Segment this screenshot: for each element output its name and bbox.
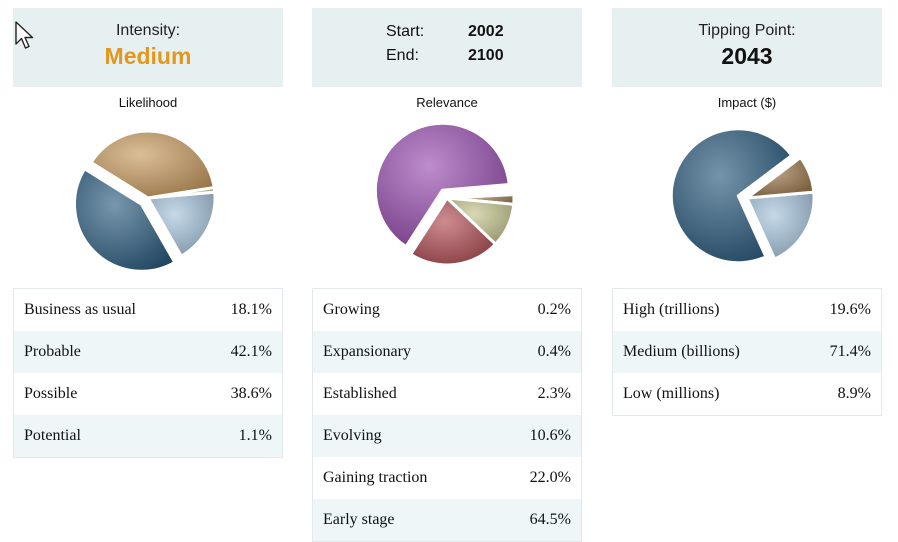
tipping-point-label: Tipping Point: [698,22,796,39]
pie-slice [745,190,816,261]
tipping-point-panel: Tipping Point: 2043 [612,8,882,87]
tipping-point-value: 2043 [721,43,773,69]
impact-table: High (trillions) 19.6% Medium (billions) 7… [612,288,882,416]
mouse-pointer-icon [15,21,34,49]
impact-column: Tipping Point: 2043 Impact ($) High (tri… [612,8,882,416]
row-label: High (trillions) [623,301,720,318]
row-label: Established [323,385,397,402]
table-row: Expansionary 0.4% [312,331,582,373]
relevance-table: Growing 0.2% Expansionary 0.4% Established… [312,288,582,542]
pie-slice [409,196,498,267]
row-label: Low (millions) [623,385,720,402]
row-label: Growing [323,301,380,318]
row-label: Expansionary [312,331,493,373]
row-value: 42.1% [196,331,283,373]
row-value: 71.4% [798,331,882,373]
row-label: Probable [13,331,197,373]
table-row: Potential 1.1% [13,415,283,458]
table-row: Low (millions) 8.9% [613,373,882,416]
row-label: Possible [24,385,78,402]
table-row: Possible 38.6% [14,373,283,415]
table-row: Early stage 64.5% [312,499,582,542]
end-value: 2100 [468,47,504,64]
relevance-column: Start: 2002 End: 2100 Relevance Growing 0… [312,8,582,542]
likelihood-chart-title: Likelihood [118,95,178,110]
table-row: Established 2.3% [313,373,582,415]
row-value: 8.9% [837,385,871,402]
likelihood-pie-chart [73,129,217,273]
row-label: Evolving [312,415,493,457]
row-value: 38.6% [230,385,272,402]
intensity-label: Intensity: [115,22,181,39]
table-row: Gaining traction 22.0% [313,457,582,499]
table-row: Evolving 10.6% [312,415,582,457]
pie-slice [146,186,217,200]
start-value: 2002 [468,23,504,40]
row-label: Business as usual [24,301,136,318]
row-label: Gaining traction [323,469,428,486]
row-value: 64.5% [492,499,582,542]
pie-slice [89,129,216,200]
pie-slice [146,190,217,258]
row-value: 2.3% [537,385,571,402]
row-value: 1.1% [196,415,283,458]
pie-slice [672,127,794,265]
start-label: Start: [386,23,425,40]
table-row: Business as usual 18.1% [14,289,283,332]
relevance-pie-chart [373,121,516,267]
relevance-chart-title: Relevance [416,95,478,110]
intensity-panel: Intensity: Medium [13,8,283,87]
row-label: Potential [13,415,197,458]
period-panel: Start: 2002 End: 2100 [312,8,582,87]
impact-chart-title: Impact ($) [717,95,777,110]
pie-slice [73,167,177,273]
impact-pie-chart [672,127,816,265]
end-label: End: [386,47,419,64]
table-row: Medium (billions) 71.4% [612,331,882,373]
row-value: 0.4% [492,331,582,373]
row-label: Early stage [312,499,493,542]
pie-slice [373,121,511,249]
row-value: 22.0% [529,469,571,486]
pie-slice [745,156,816,200]
table-row: High (trillions) 19.6% [613,289,882,332]
row-value: 18.1% [230,301,272,318]
row-label: Medium (billions) [612,331,798,373]
table-row: Probable 42.1% [13,331,283,373]
likelihood-column: Intensity: Medium Likelihood Business as… [13,8,283,458]
row-value: 0.2% [537,301,571,318]
table-row: Growing 0.2% [313,289,582,332]
row-value: 10.6% [492,415,582,457]
intensity-value: Medium [104,43,192,69]
likelihood-table: Business as usual 18.1% Probable 42.1% Pos… [13,288,283,458]
row-value: 19.6% [829,301,871,318]
